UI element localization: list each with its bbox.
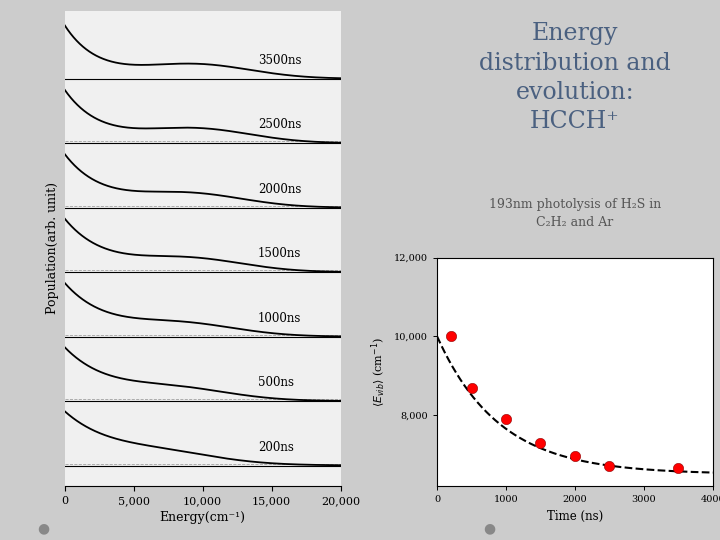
Point <box>535 438 546 447</box>
Text: 193nm photolysis of H₂S in
C₂H₂ and Ar: 193nm photolysis of H₂S in C₂H₂ and Ar <box>489 198 661 229</box>
Point <box>466 383 477 392</box>
Text: 2500ns: 2500ns <box>258 118 301 131</box>
Text: ●: ● <box>37 521 49 535</box>
Point <box>570 452 581 461</box>
Point <box>500 415 512 423</box>
Point <box>672 464 684 472</box>
X-axis label: Time (ns): Time (ns) <box>546 510 603 523</box>
Y-axis label: Population(arb. unit): Population(arb. unit) <box>46 183 59 314</box>
Y-axis label: $\langle E_{vib}\rangle$ (cm$^{-1}$): $\langle E_{vib}\rangle$ (cm$^{-1}$) <box>370 337 389 407</box>
Point <box>603 462 615 471</box>
Text: Energy
distribution and
evolution:
HCCH⁺: Energy distribution and evolution: HCCH⁺ <box>479 22 671 133</box>
Text: 1500ns: 1500ns <box>258 247 301 260</box>
Text: ●: ● <box>484 521 495 535</box>
Text: 1000ns: 1000ns <box>258 312 301 325</box>
Point <box>445 332 456 341</box>
Text: 2000ns: 2000ns <box>258 183 301 196</box>
Text: 3500ns: 3500ns <box>258 54 302 67</box>
Text: 200ns: 200ns <box>258 441 294 454</box>
X-axis label: Energy(cm⁻¹): Energy(cm⁻¹) <box>160 511 246 524</box>
Text: 500ns: 500ns <box>258 376 294 389</box>
